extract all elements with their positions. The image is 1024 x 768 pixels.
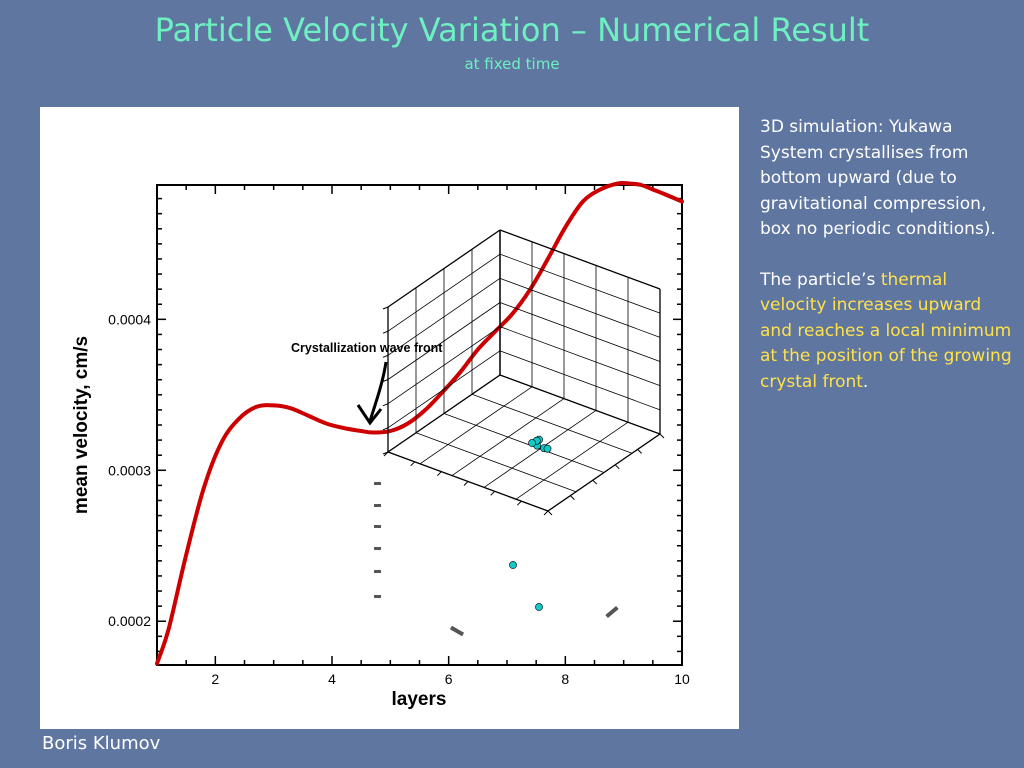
inset-tick-label	[374, 595, 381, 598]
inset-tick	[410, 461, 416, 467]
inset-axis-labels	[374, 482, 619, 637]
inset-grid-line	[499, 253, 661, 314]
inset-grid-line	[443, 413, 605, 473]
inset-tick	[382, 427, 389, 431]
inset-tick	[659, 433, 665, 439]
inset-tick	[436, 471, 442, 477]
inset-grid-line	[499, 277, 661, 338]
velocity-curve	[155, 180, 684, 666]
inset-tick	[490, 490, 496, 496]
inset-grid-line	[499, 326, 661, 387]
inset-grid-line	[387, 374, 501, 453]
inset-grid-line	[387, 350, 501, 429]
inset-grid-line	[451, 398, 565, 476]
x-axis-title: layers	[392, 689, 447, 710]
y-tick-label: 0.0002	[108, 613, 151, 629]
inset-grid-line	[387, 278, 501, 356]
inset-grid-line	[499, 374, 661, 435]
x-tick-label: 6	[445, 671, 453, 687]
inset-grid-line	[387, 302, 501, 380]
inset-tick	[570, 495, 575, 500]
inset-tick	[637, 449, 642, 454]
inset-tick	[382, 330, 389, 334]
description-paragraph-1: 3D simulation: Yukawa System crystallise…	[760, 117, 996, 239]
inset-tick	[382, 354, 389, 358]
annotation-text: Crystallization wave front	[291, 341, 443, 355]
description-highlight: thermal velocity increases upward and re…	[760, 269, 1012, 392]
x-tick-label: 4	[328, 671, 336, 687]
inset-tick	[547, 510, 553, 516]
chart-panel: 2 4 6 8 10 0.0002 0.0003 0.0004 Crystallization…	[40, 107, 739, 729]
inset-particle	[535, 603, 543, 611]
x-tick-label: 10	[674, 671, 690, 687]
inset-tick	[592, 479, 598, 485]
inset-particle	[543, 444, 552, 453]
x-tick-label: 8	[561, 671, 569, 687]
inset-grid	[382, 229, 665, 516]
description-paragraph-2-start: The particle’s	[760, 269, 881, 290]
inset-axis-label	[449, 625, 465, 637]
inset-grid-line	[387, 229, 501, 308]
inset-grid-line	[499, 350, 661, 411]
inset-tick-label	[374, 570, 381, 573]
inset-axis-label	[605, 605, 619, 619]
y-tick-label: 0.0003	[108, 462, 151, 478]
inset-tick	[543, 510, 549, 516]
inset-tick	[614, 464, 620, 470]
inset-tick	[382, 451, 389, 455]
inset-grid-line	[415, 432, 577, 493]
x-tick-label: 2	[211, 671, 219, 687]
inset-tick-label	[374, 547, 381, 550]
inset-tick	[516, 500, 522, 506]
inset-tick	[382, 379, 389, 382]
inset-grid-line	[387, 326, 501, 404]
y-tick-label: 0.0004	[108, 311, 151, 327]
inset-particle	[528, 439, 536, 447]
author-name: Boris Klumov	[42, 733, 161, 754]
inset-3d-scatter	[374, 229, 665, 637]
y-axis-title: mean velocity, cm/s	[71, 336, 92, 514]
inset-tick	[382, 403, 389, 407]
inset-grid-line	[547, 433, 661, 512]
inset-points	[509, 435, 552, 611]
description-paragraph-2-end: .	[862, 371, 869, 392]
description-text: 3D simulation: Yukawa System crystallise…	[760, 115, 1018, 420]
slide-title: Particle Velocity Variation – Numerical …	[154, 11, 870, 49]
inset-grid-line	[419, 386, 533, 465]
inset-tick-label	[374, 525, 381, 528]
inset-grid-line	[387, 253, 501, 332]
inset-grid-line	[483, 410, 597, 488]
annotation-arrow	[368, 361, 388, 422]
inset-grid-line	[515, 421, 629, 500]
inset-tick-label	[374, 482, 381, 485]
chart-svg: 2 4 6 8 10 0.0002 0.0003 0.0004 Crystallization…	[71, 180, 690, 710]
inset-particle	[509, 561, 517, 569]
annotation-arrowhead	[356, 404, 383, 426]
description-paragraph-2: The particle’s thermal velocity increase…	[760, 268, 1018, 396]
inset-tick	[382, 306, 389, 310]
annotation: Crystallization wave front	[291, 341, 443, 426]
inset-grid-line	[471, 393, 633, 454]
curve-layer	[155, 180, 684, 666]
inset-grid-line	[499, 229, 661, 290]
inset-tick	[463, 481, 469, 486]
slide-subtitle: at fixed time	[464, 55, 560, 73]
inset-tick-label	[374, 504, 381, 507]
ticks-layer: 2 4 6 8 10 0.0002 0.0003 0.0004	[108, 185, 690, 687]
inset-grid-line	[499, 302, 661, 362]
